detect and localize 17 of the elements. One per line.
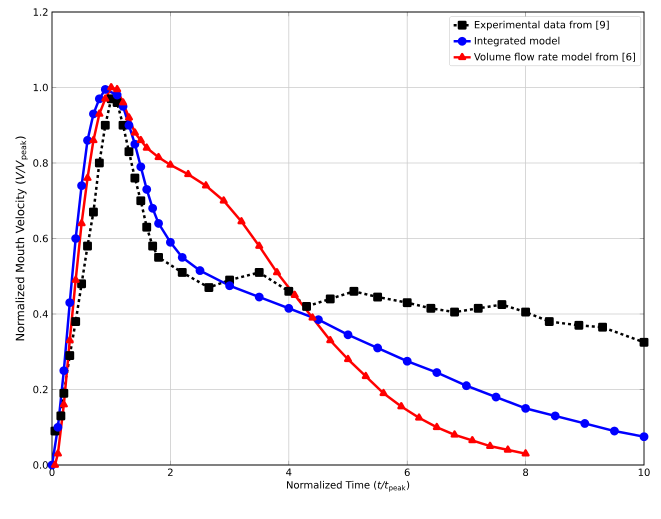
x-tick-label: 4 xyxy=(286,468,292,476)
y-tick-label: 0.4 xyxy=(33,310,48,318)
x-tick-label: 10 xyxy=(638,468,650,476)
y-tick-label: 0.6 xyxy=(33,234,48,242)
y-tick-label: 1.0 xyxy=(34,84,48,92)
x-tick-label: 8 xyxy=(523,468,528,476)
y-tick-label: 1.2 xyxy=(34,8,48,16)
y-axis-title: Normalized Mouth Velocity (V/V$_{peak}$) xyxy=(15,136,28,340)
legend-label: Experimental data from [9] xyxy=(474,20,609,30)
x-axis-title: Normalized Time (t/t$_{peak}$) xyxy=(286,480,410,492)
y-tick-label: 0.0 xyxy=(33,461,48,469)
legend-label: Volume flow rate model from [6] xyxy=(474,52,635,62)
x-tick-label: 6 xyxy=(404,468,410,476)
legend-label: Integrated model xyxy=(474,36,560,46)
y-tick-label: 0.2 xyxy=(33,386,48,394)
x-tick-label: 2 xyxy=(168,468,173,476)
y-tick-label: 0.8 xyxy=(33,159,48,167)
